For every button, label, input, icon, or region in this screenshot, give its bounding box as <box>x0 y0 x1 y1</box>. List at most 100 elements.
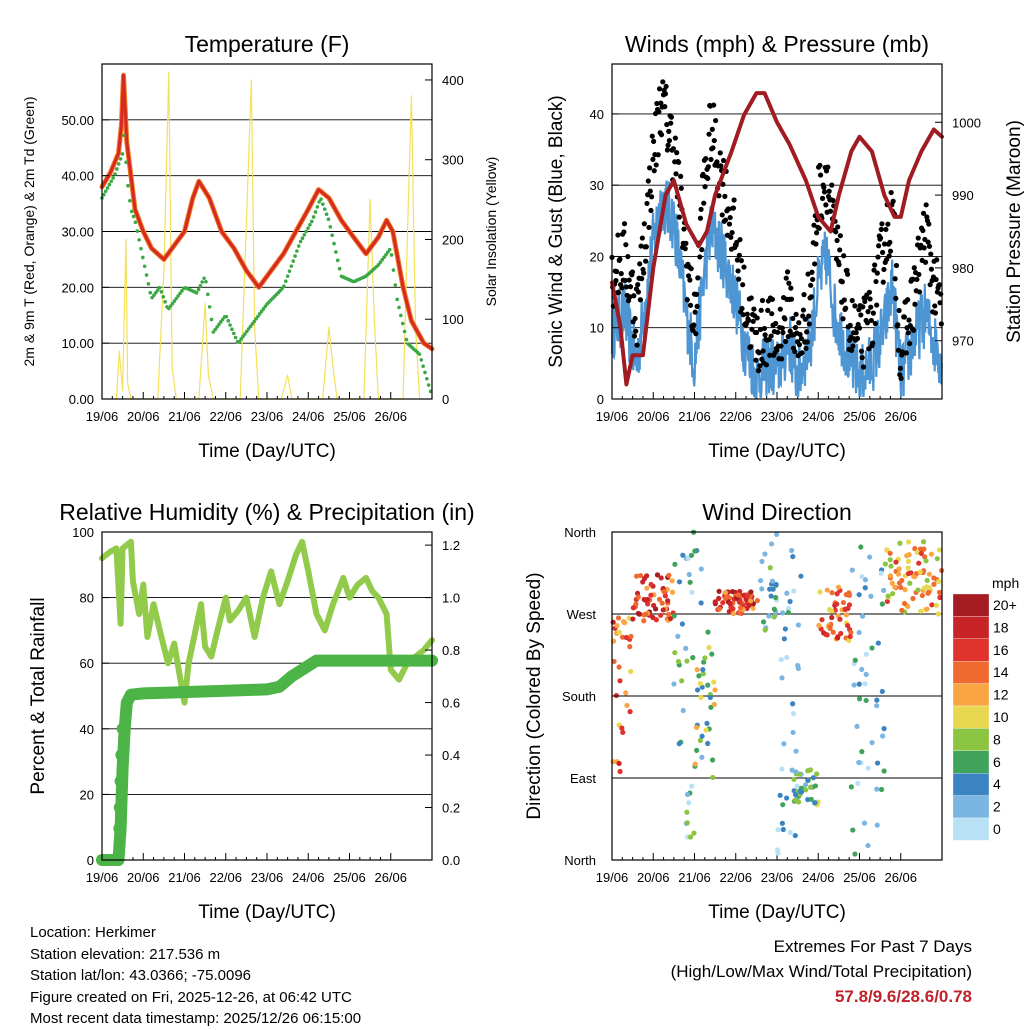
direction-point <box>648 592 654 598</box>
direction-point <box>617 678 623 684</box>
gust-point <box>837 233 843 239</box>
dewpoint-point <box>328 225 333 229</box>
dewpoint-point <box>174 296 179 301</box>
direction-point <box>690 655 696 661</box>
gust-point <box>849 297 855 304</box>
gust-point <box>714 159 720 165</box>
legend-label: 2 <box>993 799 1001 815</box>
gust-point <box>936 282 942 288</box>
dewpoint-point <box>252 319 257 324</box>
gust-point <box>706 131 712 137</box>
direction-point <box>805 777 811 783</box>
dewpoint-point <box>159 290 164 294</box>
direction-point <box>633 573 640 579</box>
direction-point <box>918 550 924 556</box>
dewpoint-point <box>293 254 297 258</box>
x-tick-label: 26/06 <box>374 870 407 885</box>
direction-point <box>736 599 743 605</box>
dewpoint-point <box>256 314 260 319</box>
gust-point <box>688 266 694 272</box>
dewpoint-point <box>386 250 390 254</box>
direction-point <box>687 579 693 585</box>
dewpoint-point <box>378 260 383 265</box>
direction-point <box>856 629 862 636</box>
direction-point <box>688 552 695 558</box>
legend-swatch <box>952 795 990 819</box>
direction-point <box>901 600 908 607</box>
gust-point <box>645 192 651 198</box>
dewpoint-point <box>319 197 323 201</box>
dewpoint-point <box>202 276 206 281</box>
dewpoint-point <box>224 314 229 319</box>
gust-point <box>727 214 733 221</box>
gust-point <box>660 79 666 85</box>
dewpoint-point <box>109 179 114 184</box>
gust-point <box>643 244 649 250</box>
direction-point <box>892 584 898 590</box>
gust-point <box>692 309 698 315</box>
gust-point <box>717 150 723 156</box>
gust-point <box>639 235 645 241</box>
dewpoint-point <box>124 160 128 165</box>
direction-point <box>716 588 722 594</box>
gust-point <box>685 273 692 279</box>
direction-point <box>859 666 865 673</box>
dewpoint-point <box>172 299 177 303</box>
direction-point <box>795 622 802 628</box>
y-tick-label: 10.00 <box>61 336 94 351</box>
gust-point <box>841 253 847 259</box>
gust-point <box>626 277 632 283</box>
legend-label: 0 <box>993 821 1001 837</box>
dewpoint-point <box>332 241 336 246</box>
gust-point <box>736 276 742 282</box>
direction-point <box>936 589 943 595</box>
dewpoint-point <box>295 249 299 253</box>
x-tick-label: 25/06 <box>333 870 366 885</box>
direction-point <box>859 749 865 755</box>
x-tick-label: 22/06 <box>719 870 752 885</box>
dewpoint-point <box>163 300 167 304</box>
direction-point <box>848 784 854 790</box>
direction-point <box>780 826 786 833</box>
gust-point <box>920 210 927 216</box>
direction-point <box>926 571 932 577</box>
gust-point <box>928 266 935 272</box>
direction-point <box>880 733 886 739</box>
gust-point <box>705 164 711 170</box>
panel-title: Temperature (F) <box>185 31 350 57</box>
gust-point <box>755 368 762 374</box>
x-tick-label: 23/06 <box>761 870 794 885</box>
x-axis-title: Time (Day/UTC) <box>198 441 336 462</box>
direction-point <box>869 740 875 746</box>
direction-point <box>795 662 801 669</box>
direction-point <box>730 611 736 617</box>
gust-point <box>808 282 814 288</box>
direction-point <box>848 629 854 636</box>
y-tick-label: 20 <box>80 787 94 802</box>
direction-point <box>730 589 736 595</box>
gust-point <box>888 189 894 196</box>
gust-point <box>650 156 656 162</box>
gust-point <box>811 222 817 228</box>
dewpoint-point <box>419 358 424 362</box>
x-tick-label: 22/06 <box>209 870 242 885</box>
gust-point <box>616 289 622 296</box>
direction-point <box>827 624 833 630</box>
direction-point <box>918 608 924 614</box>
direction-point <box>694 687 701 693</box>
dewpoint-point <box>298 239 303 244</box>
gust-point <box>779 325 785 331</box>
gust-point <box>662 91 669 97</box>
precipitation-point <box>114 775 127 788</box>
gust-point <box>673 171 679 177</box>
gust-point <box>911 265 917 271</box>
dewpoint-point <box>122 133 127 138</box>
x-tick-label: 21/06 <box>168 409 201 424</box>
gust-point <box>897 365 904 372</box>
direction-point <box>898 584 904 591</box>
gust-point <box>698 206 704 212</box>
dewpoint-point <box>144 273 149 277</box>
dewpoint-point <box>263 304 268 309</box>
direction-point <box>689 783 695 789</box>
